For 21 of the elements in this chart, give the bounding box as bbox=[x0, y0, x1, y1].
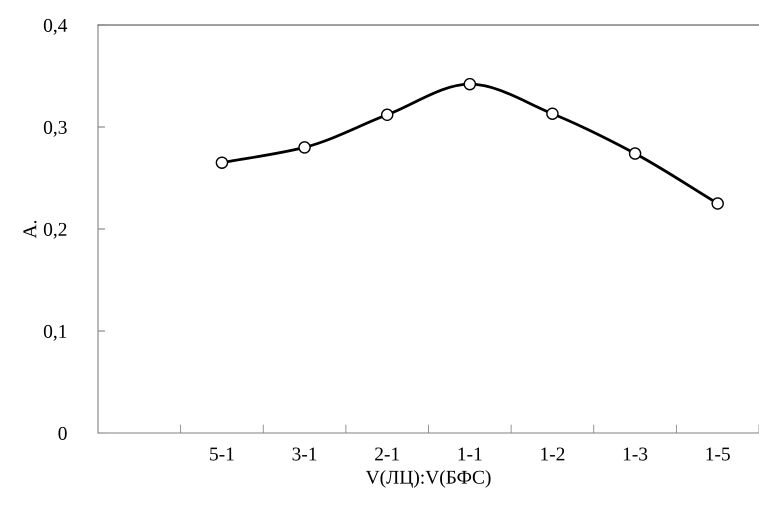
y-tick-label: 0,2 bbox=[44, 222, 66, 239]
x-tick-label: 1-1 bbox=[458, 448, 482, 460]
x-tick-label: 3-1 bbox=[292, 448, 316, 461]
point bbox=[546, 107, 559, 120]
x-tick-label: 1-5 bbox=[706, 448, 730, 461]
y-tick-label: 0,3 bbox=[44, 120, 67, 137]
y-tick-label: 0,1 bbox=[44, 324, 66, 341]
y-axis-title: A. bbox=[23, 220, 36, 238]
x-tick-label: 5-1 bbox=[210, 448, 234, 461]
x-tick-label: 1-2 bbox=[541, 448, 564, 460]
y-tick-label: 0,4 bbox=[44, 18, 68, 35]
x-axis-title: V(ЛЦ):V(БФС) bbox=[366, 470, 491, 488]
point bbox=[711, 197, 724, 210]
y-tick-label: 0 bbox=[58, 426, 67, 440]
point bbox=[298, 141, 311, 154]
point bbox=[216, 156, 228, 169]
point bbox=[464, 78, 476, 90]
x-tick-label: 2-1 bbox=[375, 448, 399, 460]
x-tick-label: 1-3 bbox=[624, 448, 648, 461]
point bbox=[628, 147, 642, 160]
point bbox=[380, 108, 394, 122]
